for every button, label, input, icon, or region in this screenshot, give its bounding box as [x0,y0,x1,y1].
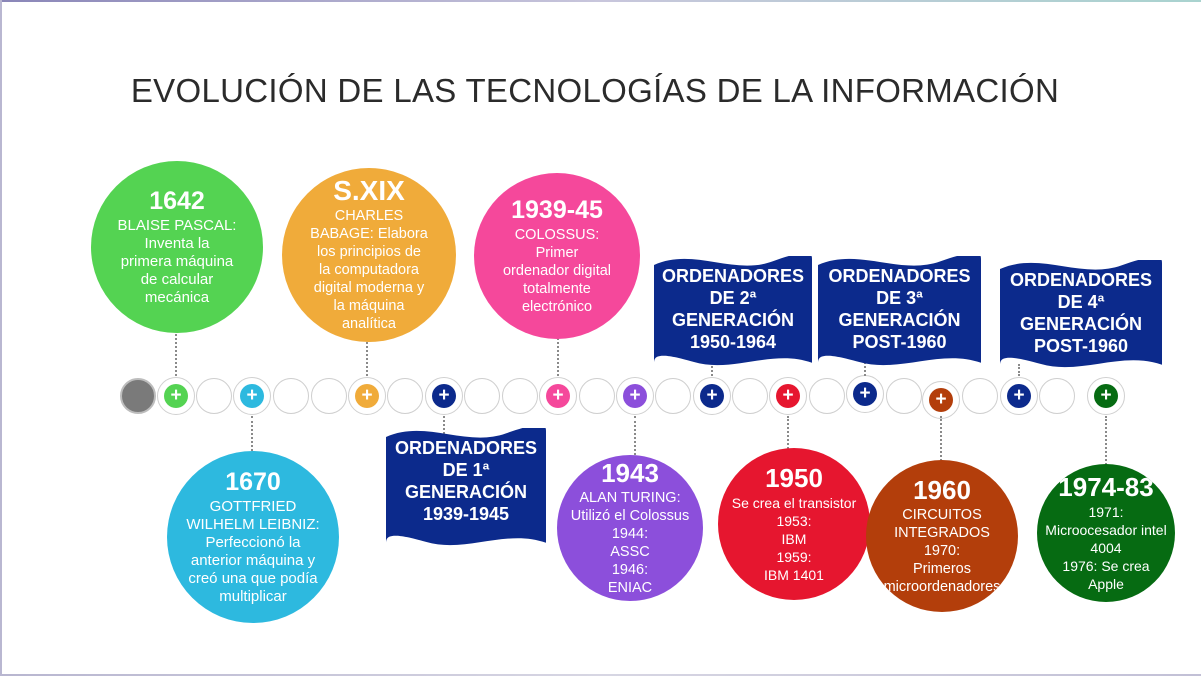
plus-icon: + [1007,384,1031,408]
timeline-node-events-1[interactable]: + [233,377,271,415]
plus-icon: + [240,384,264,408]
generation-label: ORDENADORES DE 1ª GENERACIÓN 1939-1945 [394,438,537,524]
event-year: 1960 [913,475,971,505]
timeline-node-events-6[interactable]: + [922,381,960,419]
event-description: ALAN TURING: Utilizó el Colossus 1944: A… [570,490,690,596]
frame-left-border [0,0,2,676]
timeline-empty-slot [579,378,615,414]
timeline-node-generations-1[interactable]: + [693,377,731,415]
generation-flag-3: ORDENADORES DE 3ª GENERACIÓN POST-1960 [818,256,981,370]
flag-banner-shape [818,256,981,366]
connector-dots [940,416,942,464]
connector-dots [864,362,866,376]
timeline-empty-slot [273,378,309,414]
plus-icon: + [1094,384,1118,408]
event-year: 1642 [149,187,205,215]
generation-flag-2: ORDENADORES DE 2ª GENERACIÓN 1950-1964 [654,256,812,370]
plus-icon: + [853,382,877,406]
generation-flag-4: ORDENADORES DE 4ª GENERACIÓN POST-1960 [1000,260,1162,372]
connector-dots [711,362,713,376]
connector-dots [443,416,445,434]
timeline-empty-slot [1039,378,1075,414]
flag-banner-shape [654,256,812,366]
flag-banner-shape [1000,260,1162,368]
connector-dots [634,416,636,459]
connector-dots [366,338,368,376]
connector-dots [787,416,789,452]
connector-dots [175,329,177,376]
timeline-start-marker [120,378,156,414]
event-bubble-2: S.XIX CHARLES BABAGE: Elabora los princip… [282,168,456,342]
event-description: 1971: Microocesador intel 4004 1976: Se … [1045,504,1167,592]
plus-icon: + [623,384,647,408]
event-description: CHARLES BABAGE: Elabora los principios d… [310,208,428,332]
event-description: COLOSSUS: Primer ordenador digital total… [502,227,612,315]
plus-icon: + [929,388,953,412]
connector-dots [1105,416,1107,468]
event-year: S.XIX [333,175,405,206]
timeline-node-events-4[interactable]: + [616,377,654,415]
frame-top-border [0,0,1201,2]
event-bubble-7: 1974-83 1971: Microocesador intel 4004 19… [1037,464,1175,602]
plus-icon: + [355,384,379,408]
event-year: 1943 [601,458,659,488]
event-bubble-0: 1642 BLAISE PASCAL: Inventa la primera má… [91,161,263,333]
event-year: 1950 [765,463,823,493]
timeline-node-generations-0[interactable]: + [425,377,463,415]
timeline-node-generations-2[interactable]: + [846,375,884,413]
plus-icon: + [546,384,570,408]
timeline-empty-slot [387,378,423,414]
generation-label: ORDENADORES DE 2ª GENERACIÓN 1950-1964 [661,266,804,352]
timeline-empty-slot [464,378,500,414]
frame-bottom-border [0,674,1201,676]
event-year: 1939-45 [511,196,603,224]
event-bubble-1: 1670 GOTTFRIED WILHELM LEIBNIZ: Perfeccio… [167,451,339,623]
page-title: EVOLUCIÓN DE LAS TECNOLOGÍAS DE LA INFOR… [130,72,1060,110]
timeline-node-events-3[interactable]: + [539,377,577,415]
timeline-node-events-5[interactable]: + [769,377,807,415]
timeline-empty-slot [732,378,768,414]
event-description: GOTTFRIED WILHELM LEIBNIZ: Perfeccionó l… [186,498,320,605]
plus-icon: + [164,384,188,408]
connector-dots [557,335,559,376]
timeline-node-generations-3[interactable]: + [1000,377,1038,415]
connector-dots [251,416,253,455]
timeline-node-events-0[interactable]: + [157,377,195,415]
timeline-empty-slot [196,378,232,414]
timeline-node-events-2[interactable]: + [348,377,386,415]
event-bubble-4: 1943 ALAN TURING: Utilizó el Colossus 194… [557,455,703,601]
generation-flag-1: ORDENADORES DE 1ª GENERACIÓN 1939-1945 [386,428,546,550]
event-bubble-3: 1939-45 COLOSSUS: Primer ordenador digita… [474,173,640,339]
plus-icon: + [700,384,724,408]
event-description: BLAISE PASCAL: Inventa la primera máquin… [117,217,237,306]
generation-label: ORDENADORES DE 3ª GENERACIÓN POST-1960 [828,266,971,352]
flag-banner-shape [386,428,546,546]
generation-label: ORDENADORES DE 4ª GENERACIÓN POST-1960 [1009,270,1152,356]
event-description: CIRCUITOS INTEGRADOS 1970: Primeros micr… [883,507,1001,595]
event-bubble-6: 1960 CIRCUITOS INTEGRADOS 1970: Primeros … [866,460,1018,612]
event-year: 1670 [225,468,281,496]
plus-icon: + [432,384,456,408]
timeline-empty-slot [962,378,998,414]
timeline-empty-slot [655,378,691,414]
event-description: Se crea el transistor 1953: IBM 1959: IB… [731,495,857,583]
plus-icon: + [776,384,800,408]
event-year: 1974-83 [1058,472,1154,502]
timeline-empty-slot [311,378,347,414]
timeline-empty-slot [809,378,845,414]
connector-dots [1018,364,1020,376]
event-bubble-5: 1950 Se crea el transistor 1953: IBM 1959… [718,448,870,600]
timeline-empty-slot [502,378,538,414]
timeline-empty-slot [886,378,922,414]
timeline-node-events-7[interactable]: + [1087,377,1125,415]
